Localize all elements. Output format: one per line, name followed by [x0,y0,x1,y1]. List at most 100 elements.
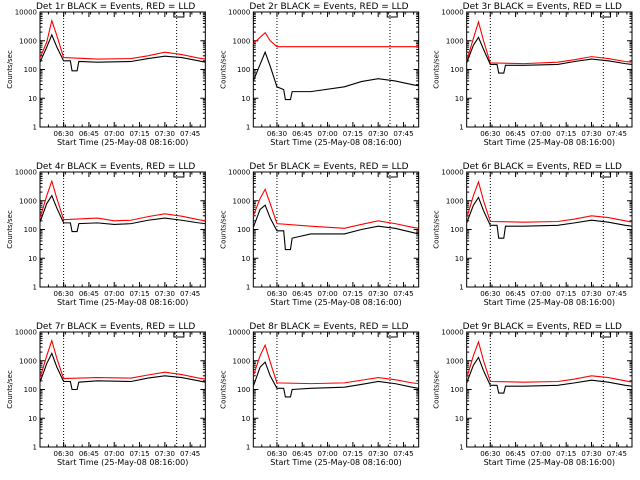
chart-panel: Det 7r BLACK = Events, RED = LLD 1 10 100 10… [6,322,206,467]
x-tick-label: 07:15 [343,450,363,458]
y-tick-label: 1000 [446,357,464,365]
y-tick-label: 100 [24,66,37,74]
chart-panel: Det 1r BLACK = Events, RED = LLD 1 10 100 10… [6,2,206,147]
events-series-line [40,352,206,391]
lld-series-line [253,187,419,229]
panel-title: Det 4r BLACK = Events, RED = LLD [36,162,195,172]
x-tick-label: 07:30 [155,130,175,138]
y-tick-label: 1000 [446,37,464,45]
x-tick-label: 06:45 [292,130,312,138]
x-tick-label: 07:00 [104,290,124,298]
lld-series-line [466,180,632,223]
x-tick-label: 06:30 [267,130,287,138]
y-tick-label: 1 [246,444,250,452]
y-tick-label: 1 [33,124,37,132]
x-tick-label: 06:30 [480,290,500,298]
plot-frame [252,331,420,448]
x-tick-label: 07:45 [180,130,200,138]
y-tick-label: 100 [450,226,463,234]
x-axis-label: Start Time (25-May-08 08:16:00) [484,138,615,147]
x-tick-label: 07:15 [343,130,363,138]
panel-title: Det 5r BLACK = Events, RED = LLD [249,162,408,172]
y-tick-label: 1 [459,284,463,292]
events-series-line [40,194,206,233]
x-tick-label: 07:45 [607,290,627,298]
chart-panel: Det 3r BLACK = Events, RED = LLD 1 10 100 10… [433,2,633,147]
y-tick-label: 10000 [441,169,463,177]
y-tick-label: 10 [28,415,37,423]
y-axis-label: Counts/sec [6,50,14,89]
plot-frame [39,171,206,288]
y-tick-label: 1000 [19,197,37,205]
x-axis-label: Start Time (25-May-08 08:16:00) [270,298,401,307]
y-tick-label: 1 [33,444,37,452]
y-tick-label: 10 [28,95,37,103]
x-axis-label: Start Time (25-May-08 08:16:00) [484,458,615,467]
lld-series-line [466,19,632,65]
panel-title: Det 6r BLACK = Events, RED = LLD [463,162,622,172]
x-tick-label: 07:00 [317,450,337,458]
chart-panel: Det 6r BLACK = Events, RED = LLD 1 10 100 10… [433,162,633,307]
x-tick-label: 07:00 [104,450,124,458]
x-tick-label: 07:15 [343,290,363,298]
y-axis-label: Counts/sec [433,370,441,409]
y-axis-label: Counts/sec [6,210,14,249]
y-axis-label: Counts/sec [433,50,441,89]
events-series-line [253,50,419,101]
x-tick-label: 07:00 [317,290,337,298]
y-tick-label: 1 [459,444,463,452]
y-tick-label: 1000 [19,37,37,45]
plot-frame [252,171,420,288]
y-tick-label: 10 [241,95,250,103]
x-tick-label: 06:30 [54,130,74,138]
y-tick-label: 10000 [441,9,463,17]
lld-series-line [253,31,419,48]
x-tick-label: 07:15 [129,450,149,458]
x-axis-label: Start Time (25-May-08 08:16:00) [270,138,401,147]
panel-title: Det 2r BLACK = Events, RED = LLD [249,2,408,12]
y-axis-label: Counts/sec [6,370,14,409]
x-tick-label: 07:30 [581,130,601,138]
panel-title: Det 7r BLACK = Events, RED = LLD [36,322,195,332]
events-series-line [40,33,206,72]
x-tick-label: 07:30 [368,290,388,298]
x-tick-label: 06:30 [267,450,287,458]
plot-frame [252,11,420,128]
x-tick-label: 07:15 [129,290,149,298]
events-series-line [253,204,419,251]
lld-series-line [40,338,206,380]
x-tick-label: 07:45 [180,290,200,298]
events-series-line [253,361,419,398]
x-tick-label: 07:15 [129,130,149,138]
x-tick-label: 06:30 [267,290,287,298]
y-axis-label: Counts/sec [219,210,227,249]
x-tick-label: 07:30 [155,450,175,458]
y-tick-label: 100 [237,226,250,234]
x-axis-label: Start Time (25-May-08 08:16:00) [57,138,188,147]
y-tick-label: 10000 [228,169,250,177]
y-tick-label: 10 [455,415,464,423]
chart-panel: Det 9r BLACK = Events, RED = LLD 1 10 100 10… [433,322,633,467]
x-tick-label: 06:30 [54,450,74,458]
chart-panel: Det 2r BLACK = Events, RED = LLD 1 10 100 10… [219,2,420,147]
y-tick-label: 1000 [19,357,37,365]
y-tick-label: 10000 [15,169,37,177]
y-tick-label: 1000 [233,357,251,365]
y-tick-label: 10 [455,255,464,263]
x-tick-label: 07:30 [581,290,601,298]
plot-frame [39,331,206,448]
chart-panel: Det 5r BLACK = Events, RED = LLD 1 10 100 10… [219,162,420,307]
plot-frame [466,171,633,288]
y-tick-label: 10000 [228,329,250,337]
x-tick-label: 06:45 [292,450,312,458]
y-tick-label: 1000 [233,197,251,205]
y-tick-label: 1 [246,124,250,132]
y-tick-label: 10000 [15,329,37,337]
panel-title: Det 8r BLACK = Events, RED = LLD [249,322,408,332]
x-tick-label: 07:45 [393,450,413,458]
x-axis-label: Start Time (25-May-08 08:16:00) [484,298,615,307]
lld-series-line [40,179,206,222]
lld-series-line [253,343,419,385]
y-tick-label: 100 [24,386,37,394]
y-tick-label: 1 [33,284,37,292]
